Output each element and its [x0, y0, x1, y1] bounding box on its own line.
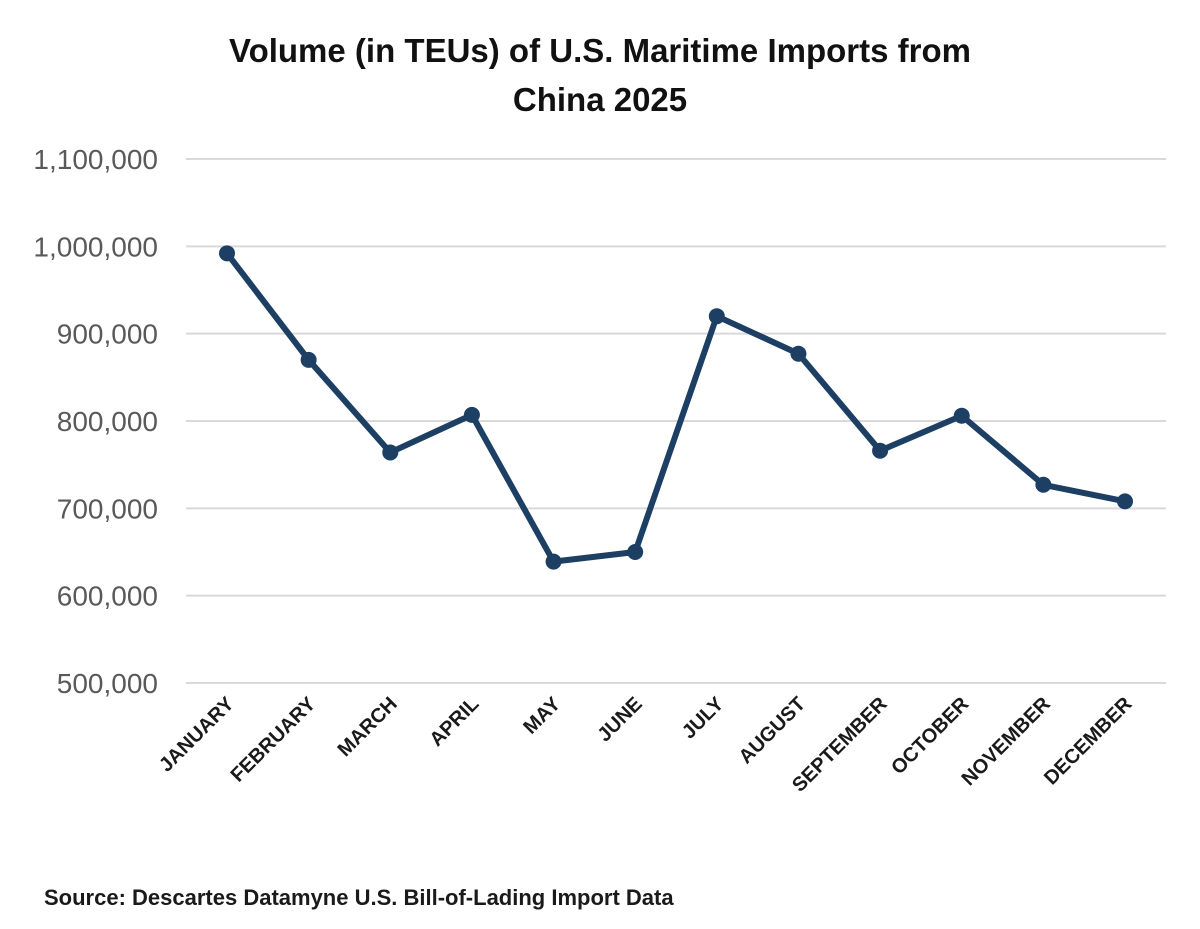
y-tick-label: 600,000	[57, 581, 158, 612]
x-tick-label: JUNE	[593, 693, 646, 746]
y-tick-label: 1,000,000	[33, 231, 158, 262]
series-line	[224, 251, 1126, 565]
chart-title-line-2: China 2025	[513, 81, 687, 118]
data-point	[872, 442, 889, 459]
x-tick-label: JANUARY	[155, 693, 239, 777]
x-tick-label: MARCH	[334, 693, 402, 761]
data-point	[1035, 476, 1052, 493]
x-tick-label: FEBRUARY	[227, 693, 321, 787]
y-tick-label: 800,000	[57, 406, 158, 437]
data-point	[627, 544, 644, 560]
x-tick-label: AUGUST	[735, 693, 810, 768]
x-tick-label: OCTOBER	[887, 693, 973, 779]
x-tick-label: APRIL	[425, 693, 483, 751]
chart-title-line-1: Volume (in TEUs) of U.S. Maritime Import…	[229, 32, 971, 69]
source-note: Source: Descartes Datamyne U.S. Bill-of-…	[44, 885, 674, 910]
y-tick-label: 900,000	[57, 319, 158, 350]
y-tick-label: 700,000	[57, 493, 158, 524]
x-tick-label: DECEMBER	[1040, 693, 1137, 790]
data-point	[463, 406, 480, 423]
x-tick-label: JULY	[678, 693, 729, 744]
data-point	[1117, 493, 1133, 510]
data-point	[300, 351, 317, 368]
data-point	[219, 245, 235, 262]
data-point	[790, 345, 807, 362]
x-tick-label: MAY	[519, 693, 565, 739]
y-tick-label: 1,100,000	[33, 144, 158, 175]
data-point	[708, 308, 725, 325]
data-point	[953, 407, 970, 424]
y-tick-label: 500,000	[57, 668, 158, 699]
data-point	[382, 444, 399, 461]
data-point	[545, 553, 562, 570]
